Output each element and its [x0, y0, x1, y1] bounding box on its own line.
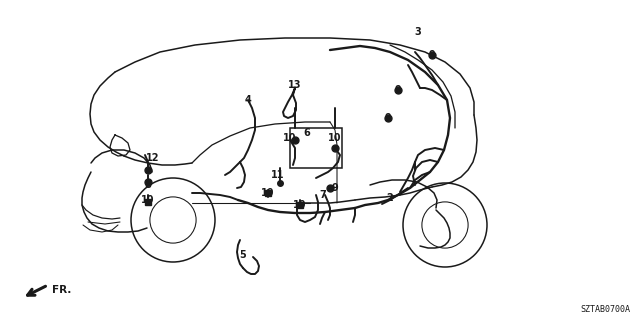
Bar [290, 128, 342, 168]
Text: 9: 9 [385, 113, 392, 123]
Text: 8: 8 [145, 180, 152, 190]
Text: 10: 10 [328, 133, 342, 143]
Text: 11: 11 [271, 170, 285, 180]
Text: 12: 12 [147, 153, 160, 163]
Text: FR.: FR. [52, 285, 72, 295]
Text: 7: 7 [319, 190, 326, 200]
Text: 6: 6 [303, 128, 310, 138]
Text: SZTAB0700A: SZTAB0700A [580, 305, 630, 314]
Text: 10: 10 [141, 195, 155, 205]
Text: 2: 2 [387, 193, 394, 203]
Text: 9: 9 [395, 85, 401, 95]
Text: 3: 3 [415, 27, 421, 37]
Text: 9: 9 [332, 183, 339, 193]
Text: 10: 10 [261, 188, 275, 198]
Text: 10: 10 [284, 133, 297, 143]
Text: 10: 10 [293, 200, 307, 210]
Text: 4: 4 [244, 95, 252, 105]
Text: 13: 13 [288, 80, 301, 90]
Text: 5: 5 [239, 250, 246, 260]
Text: 9: 9 [429, 50, 435, 60]
